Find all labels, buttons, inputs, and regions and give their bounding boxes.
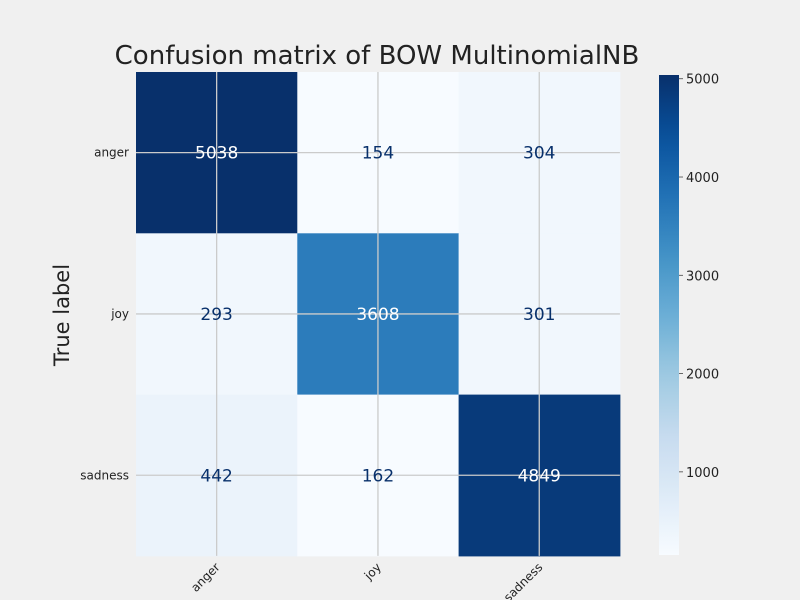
cell-value-label: 162 xyxy=(362,466,394,486)
x-tick-label: sadness xyxy=(501,560,545,600)
colorbar-tick-label: 5000 xyxy=(686,73,719,88)
colorbar-tick-label: 3000 xyxy=(686,269,719,284)
y-axis-label: True label xyxy=(50,264,74,367)
colorbar-gradient xyxy=(659,75,679,555)
colorbar-tick-label: 4000 xyxy=(686,171,719,186)
cell-value-label: 154 xyxy=(362,144,394,164)
colorbar-tick-label: 2000 xyxy=(686,368,719,383)
y-tick-label: joy xyxy=(110,307,129,321)
chart-title: Confusion matrix of BOW MultinomialNB xyxy=(115,41,640,71)
cell-value-label: 442 xyxy=(200,466,232,486)
cell-value-label: 304 xyxy=(523,144,555,164)
cell-value-label: 293 xyxy=(200,305,232,325)
cell-value-label: 3608 xyxy=(356,305,399,325)
y-tick-label: anger xyxy=(94,146,129,160)
y-tick-label: sadness xyxy=(80,468,129,482)
heatmap-plot: 5038 154 304 293 3608 301 442 162 4849 anger joy sa… xyxy=(80,72,621,600)
colorbar-tick-label: 1000 xyxy=(686,466,719,481)
colorbar: 1000 2000 3000 4000 5000 xyxy=(659,73,719,555)
cell-value-label: 5038 xyxy=(195,144,238,164)
x-tick-label: joy xyxy=(361,560,384,583)
cell-value-label: 301 xyxy=(523,305,555,325)
cell-value-label: 4849 xyxy=(518,466,561,486)
x-tick-label: anger xyxy=(188,560,223,595)
